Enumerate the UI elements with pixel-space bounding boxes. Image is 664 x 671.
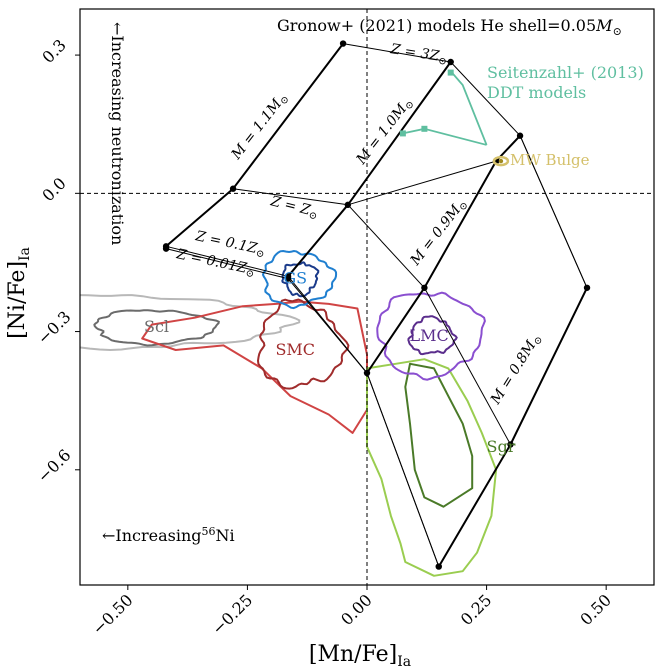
z-label-0p01-sun: ⊙	[244, 268, 254, 281]
galaxy-contours	[80, 249, 498, 577]
z-label-3-text: Z = 3Z	[388, 41, 440, 65]
scl-inner-contour	[93, 309, 220, 347]
sun-symbol: ⊙	[613, 25, 622, 38]
galaxy-label-sgr: Sgr	[487, 437, 516, 456]
model-node	[363, 369, 371, 377]
galaxy-label-gs: GS	[283, 269, 307, 288]
nickel-annotation: ←Increasing56Ni	[102, 525, 235, 545]
z-label-0p1-sun: ⊙	[255, 248, 265, 261]
z-label-1-sun: ⊙	[307, 210, 318, 223]
lmc-inner-contour	[407, 315, 458, 356]
y-tick-label: −0.6	[34, 445, 75, 486]
gs-outer-contour	[261, 249, 338, 310]
nickel-superscript: 56	[202, 525, 216, 538]
ddt-label-line2: DDT models	[487, 83, 586, 102]
z-track-edge	[519, 135, 588, 289]
z-track-0p01	[165, 248, 440, 567]
mass-track-0p8	[437, 287, 588, 568]
model-node	[507, 441, 514, 448]
model-node	[339, 40, 347, 47]
x-axis-label: [Mn/Fe]Ia	[309, 642, 411, 670]
z-label-1-text: Z = Z	[268, 193, 312, 219]
model-node	[421, 284, 428, 291]
model-node	[447, 58, 454, 66]
smc-outer-contour	[141, 300, 368, 434]
x-tick-label: 0.50	[576, 590, 615, 629]
gronow-model-grid	[162, 40, 591, 570]
model-node	[284, 275, 292, 282]
mass-label-0p8-text: M = 0.8M	[487, 337, 539, 408]
model-node	[229, 185, 237, 192]
seitenzahl-ddt-series	[399, 69, 488, 146]
model-node	[344, 201, 352, 209]
y-tick-label: 0.3	[38, 35, 69, 66]
ddt-line-upper	[450, 70, 488, 146]
galaxy-label-scl: Scl	[144, 317, 169, 336]
x-axis-label-sub: Ia	[397, 654, 411, 670]
reference-lines	[80, 9, 654, 585]
sgr-outer-contour	[366, 358, 498, 577]
model-title-unit: M	[595, 16, 613, 35]
axis-labels: [Mn/Fe]Ia[Ni/Fe]Ia	[5, 247, 411, 670]
mw-bulge-label: MW Bulge	[510, 151, 590, 169]
nickel-suffix: Ni	[216, 526, 235, 545]
z-track-0p1	[165, 245, 440, 567]
sgr-inner-contour	[404, 362, 474, 508]
y-tick-label: 0.0	[38, 174, 69, 205]
y-axis-label-sub: Ia	[17, 247, 33, 261]
y-axis-label-main: [Ni/Fe]	[5, 261, 30, 339]
model-title: Gronow+ (2021) models He shell=0.05M⊙	[277, 16, 622, 38]
ddt-point	[447, 69, 454, 76]
mass-label-0p9-text: M = 0.9M	[407, 202, 465, 270]
model-node	[516, 132, 524, 139]
x-axis-label-main: [Mn/Fe]	[309, 642, 397, 667]
model-node	[162, 245, 170, 252]
smc-inner-contour	[256, 298, 350, 390]
x-tick-label: 0.25	[457, 590, 496, 629]
z-track-1b	[347, 160, 497, 206]
galaxy-label-smc: SMC	[275, 340, 315, 359]
mass-label-0p9: M = 0.9M⊙	[407, 196, 471, 271]
mass-label-0p8: M = 0.8M⊙	[487, 331, 545, 409]
y-axis-label: [Ni/Fe]Ia	[5, 247, 33, 339]
mw-bulge-ring	[492, 155, 510, 167]
galaxy-label-lmc: LMC	[410, 326, 449, 345]
gs-inner-contour	[281, 261, 320, 298]
x-tick-label: −0.50	[89, 590, 137, 638]
z-label-3-sun: ⊙	[437, 56, 447, 68]
mw-bulge-core	[498, 158, 504, 164]
chart-labels: Gronow+ (2021) models He shell=0.05M⊙ ←In…	[102, 16, 644, 545]
z-track-mid	[423, 287, 511, 445]
z-label-3: Z = 3Z⊙	[388, 41, 448, 68]
ddt-line	[402, 127, 487, 146]
ddt-point	[421, 125, 428, 132]
z-track-1	[233, 188, 425, 289]
model-node	[435, 563, 442, 570]
x-tick-label: 0.00	[337, 590, 376, 629]
lmc-outer-contour	[376, 291, 486, 381]
y-tick-label: −0.3	[34, 307, 75, 348]
model-node	[583, 284, 591, 291]
neutronization-annotation: ←Increasing neutronization	[108, 22, 127, 245]
ddt-point	[399, 130, 406, 137]
ddt-label-line1: Seitenzahl+ (2013)	[487, 63, 644, 82]
mw-bulge-marker	[492, 155, 510, 167]
scl-outer-contour	[80, 294, 301, 352]
x-tick-label: −0.25	[208, 590, 256, 638]
